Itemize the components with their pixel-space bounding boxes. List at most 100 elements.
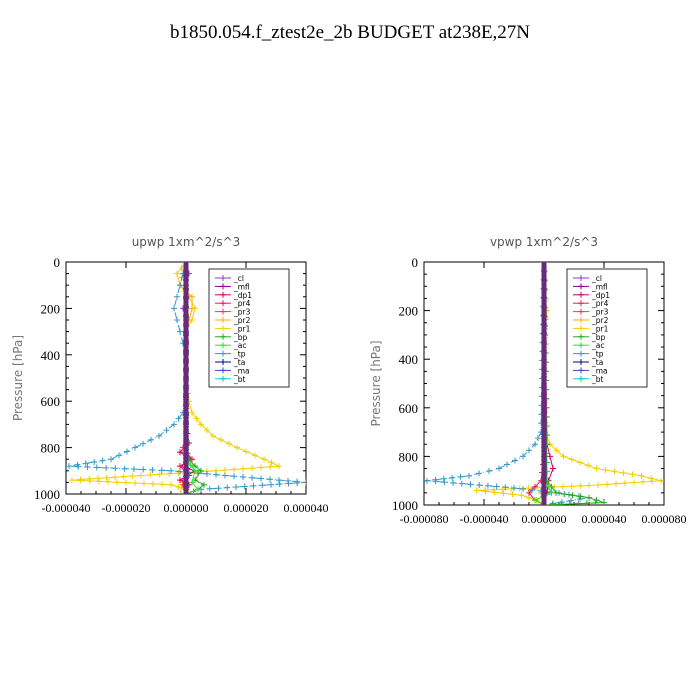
legend-marker-cl [220, 275, 226, 281]
series-marker-pr1 [491, 489, 498, 496]
chart-title: upwp 1xm^2/s^3 [132, 235, 241, 249]
series-marker-dp1 [177, 449, 183, 456]
series-marker-pr1 [258, 464, 264, 471]
series-marker-tp [424, 477, 430, 484]
chart-panel-2: vpwp 1xm^2/s^3 Pressure [hPa] 0 200 400 600 80… [369, 235, 687, 526]
series-marker-pr1 [204, 427, 210, 434]
series-marker-ac [532, 497, 538, 504]
legend-marker-pr3 [578, 308, 584, 315]
legend-label: _bp [591, 333, 606, 342]
series-marker-tp [204, 470, 210, 477]
series-marker-tp [171, 305, 177, 312]
series-marker-ac [195, 486, 201, 493]
legend-label: _pr4 [233, 299, 251, 308]
series-marker-tp [496, 465, 502, 472]
x-tick-label: -0.000020 [102, 501, 151, 515]
y-axis-label: Pressure [hPa] [11, 335, 25, 421]
x-tick-label: 0.000080 [642, 512, 687, 526]
series-marker-tp [432, 478, 439, 485]
series-marker-tp [163, 427, 170, 434]
series-marker-tp [132, 444, 138, 451]
series-marker-tp [250, 482, 257, 489]
series-marker-tp [156, 433, 162, 439]
series-line-tp [426, 262, 590, 505]
series-marker-tp [222, 472, 228, 479]
series-marker-pr1 [629, 471, 636, 478]
y-tick-label: 600 [41, 394, 61, 409]
series-marker-tp [240, 473, 246, 480]
series-marker-bp [558, 501, 565, 505]
series-marker-pr1 [658, 477, 664, 484]
series-marker-pr1 [613, 480, 619, 487]
series-marker-pr1 [240, 465, 246, 472]
x-tick-label: 0.000000 [164, 501, 209, 515]
series-marker-tp [168, 467, 174, 474]
legend-label: _mfl [233, 282, 250, 291]
series-marker-pr1 [103, 474, 110, 481]
series-marker-pr1 [500, 490, 507, 497]
series-marker-pr1 [268, 459, 275, 466]
series-marker-pr1 [631, 479, 637, 486]
series-marker-tp [93, 464, 100, 471]
series-marker-pr1 [129, 473, 136, 480]
series-marker-pr1 [168, 481, 174, 488]
series-marker-bp [198, 467, 204, 474]
series-marker-pr2 [189, 293, 195, 300]
series-marker-bp [561, 491, 568, 498]
series-marker-tp [520, 453, 526, 460]
series-marker-pr1 [525, 485, 532, 492]
series-marker-tp [532, 441, 538, 448]
legend-marker-pr1 [220, 325, 226, 332]
series-marker-tp [121, 465, 128, 472]
series-marker-pr1 [604, 481, 610, 488]
legend-marker-pr4 [578, 300, 584, 307]
series-marker-pr1 [560, 483, 567, 490]
series-marker-pr1 [174, 270, 180, 277]
series-marker-pr1 [234, 444, 240, 451]
series-marker-pr1 [586, 482, 592, 489]
series-marker-tp [175, 415, 182, 422]
x-tick-label: 0.000000 [522, 512, 567, 526]
series-marker-tp [303, 479, 306, 486]
series-marker-tp [171, 421, 177, 428]
y-tick-label: 400 [41, 348, 61, 363]
y-tick-label: 0 [54, 255, 61, 270]
legend-label: _pr2 [591, 316, 609, 325]
series-marker-tp [450, 479, 457, 486]
series-marker-bp [593, 497, 600, 504]
series-marker-tp [174, 317, 180, 323]
series-marker-pr1 [231, 466, 237, 473]
x-tick-label: 0.000040 [582, 512, 627, 526]
series-marker-pr1 [473, 487, 480, 494]
legend-marker-mfl [578, 283, 584, 290]
series-marker-pr1 [482, 488, 489, 495]
series-marker-tp [99, 457, 106, 464]
series-marker-tp [82, 460, 89, 467]
series-marker-pr1 [508, 485, 515, 492]
series-marker-tp [140, 440, 146, 447]
y-axis-label: Pressure [hPa] [369, 340, 383, 426]
series-marker-pr1 [276, 463, 282, 470]
legend-label: _ac [591, 341, 604, 350]
series-marker-dp1 [177, 477, 183, 484]
series-marker-pr1 [78, 477, 84, 484]
series-marker-tp [233, 484, 239, 491]
series-marker-pr1 [105, 478, 111, 485]
series-marker-tp [458, 480, 465, 487]
series-marker-pr1 [577, 482, 584, 489]
legend-marker-pr4 [220, 300, 226, 307]
series-marker-tp [112, 465, 119, 472]
y-tick-label: 1000 [392, 498, 418, 513]
series-marker-tp [526, 447, 532, 454]
series-marker-tp [213, 471, 219, 478]
series-marker-tp [441, 479, 448, 486]
series-marker-tp [457, 473, 464, 480]
series-marker-pr4 [526, 489, 532, 496]
series-marker-pr1 [252, 452, 258, 459]
series-marker-pr1 [114, 479, 120, 486]
legend-label: _pr1 [591, 324, 609, 333]
legend-marker-ma [220, 367, 226, 374]
series-marker-bp [592, 499, 599, 505]
series-marker-pr1 [593, 465, 600, 472]
series-marker-pr1 [193, 415, 200, 422]
